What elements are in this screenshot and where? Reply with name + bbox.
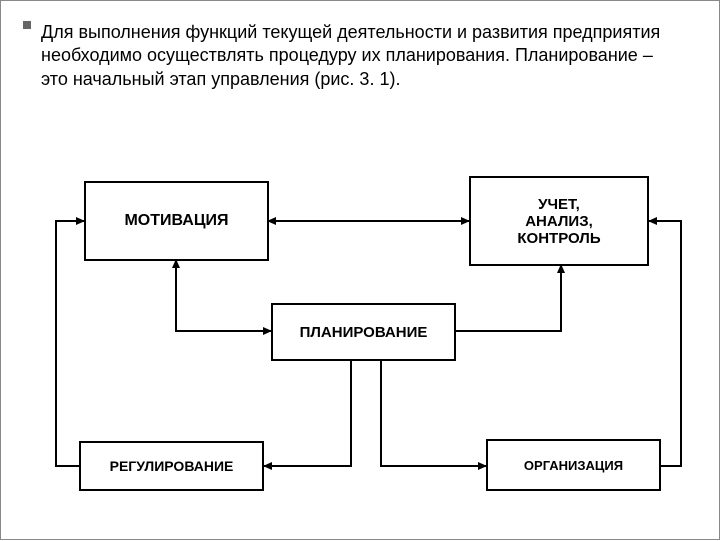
node-planning: ПЛАНИРОВАНИЕ	[271, 303, 456, 361]
bullet-icon	[23, 21, 31, 29]
slide-frame: Для выполнения функций текущей деятельно…	[0, 0, 720, 540]
node-accounting: УЧЕТ, АНАЛИЗ, КОНТРОЛЬ	[469, 176, 649, 266]
node-organization: ОРГАНИЗАЦИЯ	[486, 439, 661, 491]
node-motivation: МОТИВАЦИЯ	[84, 181, 269, 261]
node-regulation: РЕГУЛИРОВАНИЕ	[79, 441, 264, 491]
intro-text: Для выполнения функций текущей деятельно…	[41, 21, 679, 91]
